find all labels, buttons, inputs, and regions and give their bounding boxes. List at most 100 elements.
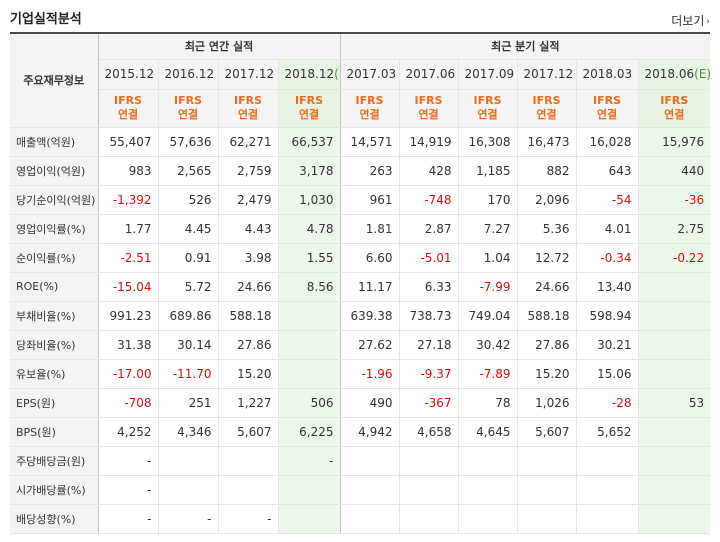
- table-cell: 1,030: [278, 185, 341, 215]
- table-row: 당좌비율(%) 31.38 30.14 27.86 27.62 27.18 30.42 27.…: [10, 330, 711, 360]
- table-row: 배당성향(%) - - -: [10, 504, 711, 534]
- more-link[interactable]: 더보기 ›: [671, 12, 710, 29]
- table-cell: 2.87: [399, 213, 459, 244]
- table-cell: 78: [458, 387, 518, 418]
- table-cell: [576, 475, 639, 505]
- table-cell: 4,252: [98, 417, 159, 447]
- table-cell: 14,571: [340, 126, 400, 157]
- table-cell: -0.34: [576, 243, 639, 273]
- table-cell: 170: [458, 185, 518, 215]
- row-label: 순이익률(%): [10, 243, 99, 273]
- table-cell: 66,537: [278, 126, 341, 157]
- table-cell: -17.00: [98, 359, 159, 389]
- table-row: 당기순이익(억원) -1,392 526 2,479 1,030 961 -748 170 2,…: [10, 185, 711, 215]
- table-cell: 4,658: [399, 417, 459, 447]
- chevron-right-icon: ›: [706, 17, 710, 27]
- table-cell: [278, 504, 341, 534]
- period-date: 2018.03: [582, 67, 633, 81]
- ifrs-label: IFRS: [234, 94, 262, 107]
- table-cell: 27.62: [340, 330, 400, 360]
- table-cell: 1,026: [517, 387, 577, 418]
- table-cell: 53: [638, 387, 711, 418]
- ifrs-label: IFRS: [114, 94, 142, 107]
- accounting-standard: IFRS 연결: [98, 89, 159, 128]
- table-row: 매출액(억원) 55,407 57,636 62,271 66,537 14,571 14,…: [10, 126, 711, 157]
- accounting-standard: IFRS 연결: [638, 89, 711, 128]
- table-cell: -: [218, 504, 279, 534]
- table-cell: -: [278, 445, 341, 476]
- table-cell: 4.43: [218, 213, 279, 244]
- ifrs-label: IFRS: [414, 94, 443, 107]
- row-label: 유보율(%): [10, 359, 99, 389]
- period-date: 2017.03: [346, 67, 397, 81]
- table-cell: 6,225: [278, 417, 341, 447]
- period-date: 2015.12: [104, 67, 155, 81]
- accounting-standard: IFRS 연결: [218, 89, 279, 128]
- estimate-mark: (E): [334, 67, 339, 81]
- accounting-standard: IFRS 연결: [517, 89, 577, 128]
- table-cell: 8.56: [278, 272, 341, 302]
- table-cell: [638, 272, 711, 302]
- period-header: 2017.12: [218, 59, 279, 90]
- table-row: EPS(원) -708 251 1,227 506 490 -367 78 1,026 -28 53: [10, 387, 711, 418]
- table-cell: [638, 417, 711, 447]
- table-cell: 14,919: [399, 126, 459, 157]
- table-cell: 4.01: [576, 213, 639, 244]
- table-cell: 30.21: [576, 330, 639, 360]
- table-cell: 882: [517, 156, 577, 186]
- table-cell: -5.01: [399, 243, 459, 273]
- table-cell: 983: [98, 156, 159, 186]
- table-cell: -2.51: [98, 243, 159, 273]
- accounting-standard: IFRS 연결: [340, 89, 400, 128]
- table-cell: 4.45: [158, 213, 219, 244]
- table-row: 유보율(%) -17.00 -11.70 15.20 -1.96 -9.37 -7.89 15…: [10, 359, 711, 389]
- table-cell: [340, 475, 400, 505]
- table-cell: 62,271: [218, 126, 279, 157]
- more-link-label: 더보기: [671, 14, 705, 28]
- table-cell: -: [98, 475, 159, 505]
- table-cell: 30.42: [458, 330, 518, 360]
- table-cell: 16,308: [458, 126, 518, 157]
- table-cell: [340, 445, 400, 476]
- table-cell: -36: [638, 185, 711, 215]
- table-cell: [517, 475, 577, 505]
- period-header: 2018.12(E): [278, 59, 341, 90]
- table-cell: 3,178: [278, 156, 341, 186]
- accounting-standard: IFRS 연결: [399, 89, 459, 128]
- table-cell: [218, 445, 279, 476]
- table-cell: 15.20: [517, 359, 577, 389]
- period-date: 2018.12: [284, 67, 335, 81]
- period-date: 2017.06: [405, 67, 456, 81]
- table-cell: 57,636: [158, 126, 219, 157]
- accounting-standard: IFRS 연결: [576, 89, 639, 128]
- table-cell: 4,346: [158, 417, 219, 447]
- row-header-label: 주요재무정보: [10, 33, 99, 128]
- table-cell: -708: [98, 387, 159, 418]
- table-cell: [638, 445, 711, 476]
- table-cell: [638, 504, 711, 534]
- ifrs-label: IFRS: [473, 94, 502, 107]
- table-cell: 1.77: [98, 213, 159, 244]
- consolidated-label: 연결: [418, 108, 439, 121]
- table-cell: -: [98, 504, 159, 534]
- table-cell: [517, 504, 577, 534]
- table-cell: [638, 359, 711, 389]
- table-cell: 6.33: [399, 272, 459, 302]
- table-cell: [638, 475, 711, 505]
- table-cell: [458, 445, 518, 476]
- period-date: 2017.12: [523, 67, 574, 81]
- period-header: 2017.06: [399, 59, 459, 90]
- row-label: 당기순이익(억원): [10, 185, 99, 215]
- consolidated-label: 연결: [596, 108, 618, 121]
- table-cell: -: [158, 504, 219, 534]
- period-date: 2018.06: [644, 67, 695, 81]
- table-cell: 11.17: [340, 272, 400, 302]
- table-cell: [278, 330, 341, 360]
- quarter-group-header: 최근 분기 실적: [340, 33, 711, 60]
- table-cell: -748: [399, 185, 459, 215]
- table-cell: 588.18: [517, 300, 577, 331]
- table-cell: 2,096: [517, 185, 577, 215]
- period-date: 2017.12: [224, 67, 275, 81]
- ifrs-label: IFRS: [532, 94, 561, 107]
- table-cell: 689.86: [158, 300, 219, 331]
